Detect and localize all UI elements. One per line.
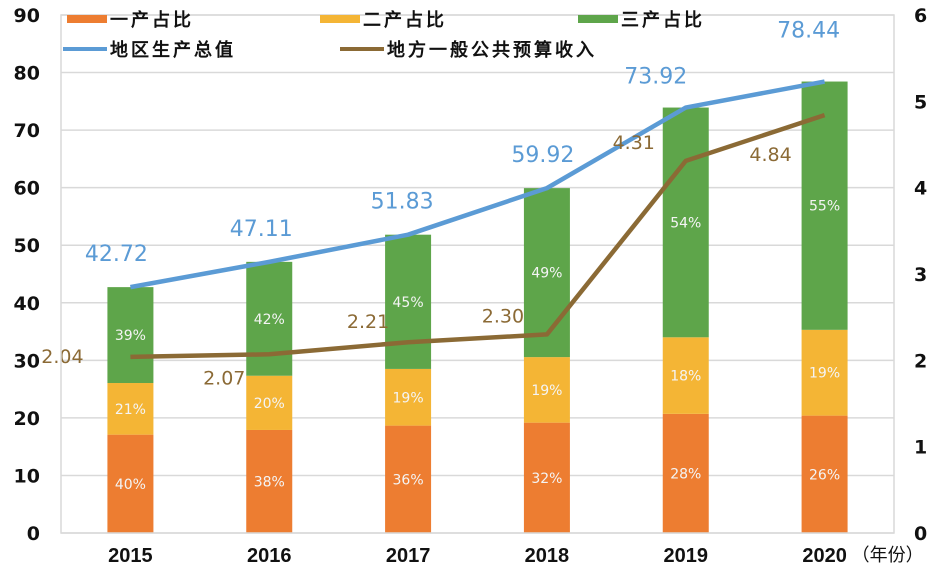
bar-segment-label: 21% xyxy=(115,402,146,418)
x-tick-label: 2019 xyxy=(664,545,709,567)
budget-data-label: 2.30 xyxy=(482,305,524,327)
y-right-tick-label: 2 xyxy=(914,350,927,372)
bar-segment xyxy=(385,425,432,533)
legend-swatch-tertiary xyxy=(578,15,618,23)
left-y-axis: 0 10 20 30 40 50 60 70 80 90 xyxy=(14,5,40,545)
legend-swatch-primary xyxy=(67,15,107,23)
right-y-axis: 0 1 2 3 4 5 6 xyxy=(914,5,927,545)
legend: 一产占比 二产占比 三产占比 地区生产总值 地方一般公共预算收入 xyxy=(63,9,705,61)
y-tick-label: 10 xyxy=(14,465,40,487)
budget-data-label: 2.07 xyxy=(203,367,245,389)
bar-segment xyxy=(662,413,709,533)
y-tick-label: 30 xyxy=(14,350,40,372)
x-axis: 2015 2016 2017 2018 2019 2020 xyxy=(108,545,847,567)
x-tick-label: 2018 xyxy=(525,545,570,567)
gdp-data-label: 42.72 xyxy=(85,242,148,267)
x-tick-label: 2015 xyxy=(108,545,153,567)
bar-segment-label: 55% xyxy=(809,199,840,215)
line-gdp xyxy=(130,79,825,290)
line-series xyxy=(130,79,826,360)
legend-item-tertiary: 三产占比 xyxy=(578,9,705,31)
legend-item-budget: 地方一般公共预算收入 xyxy=(340,39,597,61)
bar-segment-label: 32% xyxy=(531,471,562,487)
y-tick-label: 50 xyxy=(14,235,40,257)
bar-segment xyxy=(662,337,709,414)
plot-frame xyxy=(60,14,895,534)
bar-segment-label: 28% xyxy=(670,466,701,482)
y-right-tick-label: 0 xyxy=(914,523,927,545)
y-tick-label: 70 xyxy=(14,120,40,142)
bar-segment-label: 42% xyxy=(254,312,285,328)
bar-segment-label: 39% xyxy=(115,328,146,344)
gdp-data-label: 73.92 xyxy=(624,65,687,90)
legend-item-secondary: 二产占比 xyxy=(320,9,447,31)
y-tick-label: 0 xyxy=(27,523,40,545)
line-budget xyxy=(130,113,826,360)
y-tick-label: 40 xyxy=(14,293,40,315)
bar-segment xyxy=(107,434,154,533)
bar-segment xyxy=(107,287,154,384)
bar-segment xyxy=(523,357,570,423)
y-tick-label: 90 xyxy=(14,5,40,27)
y-right-tick-label: 4 xyxy=(914,178,927,200)
bar-segment xyxy=(801,415,848,533)
gdp-data-label: 78.44 xyxy=(777,19,840,44)
bar-segment xyxy=(801,81,848,330)
legend-label-primary: 一产占比 xyxy=(110,9,194,31)
data-labels: 40% 21% 39% 38% 20% 42% 36% 19% 45% 32% 19% 49% 28% 1… xyxy=(41,19,840,493)
gdp-data-label: 51.83 xyxy=(371,190,434,215)
gdp-data-label: 47.11 xyxy=(230,217,293,242)
x-axis-unit-label: （年份） xyxy=(852,545,924,566)
y-right-tick-label: 5 xyxy=(914,91,927,113)
bar-segment xyxy=(107,383,154,435)
bar-segment-label: 38% xyxy=(254,474,285,490)
y-tick-label: 20 xyxy=(14,408,40,430)
gdp-data-label: 59.92 xyxy=(511,143,574,168)
stacked-bars xyxy=(107,81,848,533)
bar-segment-label: 40% xyxy=(115,477,146,493)
bar-segment-label: 36% xyxy=(393,472,424,488)
legend-label-gdp: 地区生产总值 xyxy=(110,39,236,61)
bar-segment xyxy=(385,234,432,369)
bar-segment xyxy=(801,329,848,416)
budget-data-label: 4.31 xyxy=(613,132,655,154)
x-tick-label: 2017 xyxy=(386,545,431,567)
budget-data-label: 2.04 xyxy=(41,346,83,368)
bar-segment-label: 18% xyxy=(670,369,701,385)
y-tick-label: 80 xyxy=(14,63,40,85)
bar-segment xyxy=(523,422,570,533)
legend-label-secondary: 二产占比 xyxy=(363,9,447,31)
bar-segment-label: 26% xyxy=(809,467,840,483)
bar-segment xyxy=(523,188,570,358)
bar-segment xyxy=(246,429,293,533)
x-tick-label: 2020 xyxy=(802,545,847,567)
bar-segment-label: 20% xyxy=(254,396,285,412)
legend-label-tertiary: 三产占比 xyxy=(621,9,705,31)
legend-item-primary: 一产占比 xyxy=(67,9,194,31)
y-right-tick-label: 6 xyxy=(914,5,927,27)
bar-segment-label: 54% xyxy=(670,215,701,231)
budget-data-label: 4.84 xyxy=(749,144,791,166)
bar-segment xyxy=(662,107,709,338)
bar-segment xyxy=(246,375,293,430)
legend-item-gdp: 地区生产总值 xyxy=(63,39,236,61)
y-right-tick-label: 1 xyxy=(914,437,927,459)
y-right-tick-label: 3 xyxy=(914,264,927,286)
legend-swatch-secondary xyxy=(320,15,360,23)
bar-segment-label: 45% xyxy=(393,295,424,311)
bar-segment xyxy=(385,368,432,426)
y-tick-label: 60 xyxy=(14,178,40,200)
bar-segment-label: 19% xyxy=(393,390,424,406)
bar-segment-label: 19% xyxy=(531,383,562,399)
x-tick-label: 2016 xyxy=(247,545,292,567)
bar-segment-label: 19% xyxy=(809,366,840,382)
bar-segment-label: 49% xyxy=(531,266,562,282)
budget-data-label: 2.21 xyxy=(347,311,389,333)
legend-label-budget: 地方一般公共预算收入 xyxy=(387,39,597,61)
